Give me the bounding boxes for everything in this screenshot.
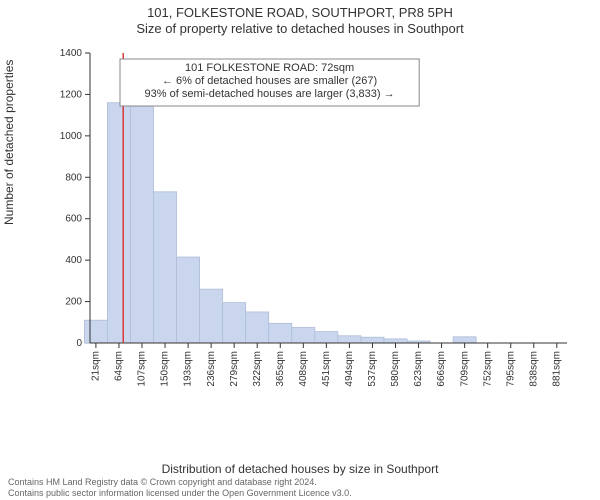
svg-text:1000: 1000: [60, 131, 83, 142]
svg-text:322sqm: 322sqm: [252, 351, 263, 387]
annotation-line: ← 6% of detached houses are smaller (267…: [162, 75, 377, 87]
svg-text:623sqm: 623sqm: [413, 351, 424, 387]
svg-text:494sqm: 494sqm: [344, 351, 355, 387]
histogram-bar: [177, 257, 200, 343]
chart-container: { "header": { "title": "101, FOLKESTONE …: [0, 0, 600, 500]
histogram-bar: [315, 332, 338, 343]
svg-text:279sqm: 279sqm: [229, 351, 240, 387]
svg-text:752sqm: 752sqm: [482, 351, 493, 387]
histogram-bar: [223, 303, 246, 343]
histogram-bar: [154, 192, 177, 343]
svg-text:709sqm: 709sqm: [459, 351, 470, 387]
svg-text:881sqm: 881sqm: [551, 351, 562, 387]
chart-subtitle: Size of property relative to detached ho…: [0, 20, 600, 36]
histogram-bar: [84, 320, 107, 343]
svg-text:400: 400: [65, 255, 82, 266]
svg-text:408sqm: 408sqm: [298, 351, 309, 387]
histogram-bar: [453, 337, 476, 343]
attribution-line2: Contains public sector information licen…: [8, 488, 352, 498]
svg-text:451sqm: 451sqm: [321, 351, 332, 387]
histogram-bar: [384, 339, 407, 343]
svg-text:236sqm: 236sqm: [206, 351, 217, 387]
histogram-bar: [246, 312, 269, 343]
svg-text:666sqm: 666sqm: [436, 351, 447, 387]
histogram-bar: [269, 323, 292, 343]
annotation-line: 101 FOLKESTONE ROAD: 72sqm: [185, 62, 354, 74]
histogram-bar: [107, 103, 130, 343]
annotation-line: 93% of semi-detached houses are larger (…: [145, 88, 395, 100]
svg-text:200: 200: [65, 297, 82, 308]
chart-title: 101, FOLKESTONE ROAD, SOUTHPORT, PR8 5PH: [0, 0, 600, 20]
svg-text:537sqm: 537sqm: [367, 351, 378, 387]
attribution-line1: Contains HM Land Registry data © Crown c…: [8, 477, 317, 487]
y-axis-label: Number of detached properties: [2, 60, 16, 225]
histogram-bar: [338, 336, 361, 343]
svg-text:0: 0: [76, 338, 82, 349]
svg-text:600: 600: [65, 214, 82, 225]
x-axis-label: Distribution of detached houses by size …: [0, 462, 600, 476]
attribution-text: Contains HM Land Registry data © Crown c…: [8, 477, 352, 498]
svg-text:365sqm: 365sqm: [275, 351, 286, 387]
histogram-bar: [130, 102, 153, 343]
svg-text:150sqm: 150sqm: [160, 351, 171, 387]
histogram-bar: [200, 289, 223, 343]
svg-text:64sqm: 64sqm: [114, 351, 125, 381]
svg-text:795sqm: 795sqm: [505, 351, 516, 387]
svg-text:1400: 1400: [60, 48, 83, 59]
svg-text:21sqm: 21sqm: [91, 351, 102, 381]
svg-text:580sqm: 580sqm: [390, 351, 401, 387]
svg-text:193sqm: 193sqm: [183, 351, 194, 387]
svg-text:838sqm: 838sqm: [528, 351, 539, 387]
histogram-bar: [361, 337, 384, 343]
plot-area: 0 200 400 600 800 1000 1200 1400 21sqm 64sqm 107sq…: [55, 45, 575, 405]
svg-text:107sqm: 107sqm: [137, 351, 148, 387]
histogram-bar: [292, 327, 315, 343]
svg-text:800: 800: [65, 172, 82, 183]
histogram-svg: 0 200 400 600 800 1000 1200 1400 21sqm 64sqm 107sq…: [55, 45, 575, 405]
svg-text:1200: 1200: [60, 89, 83, 100]
